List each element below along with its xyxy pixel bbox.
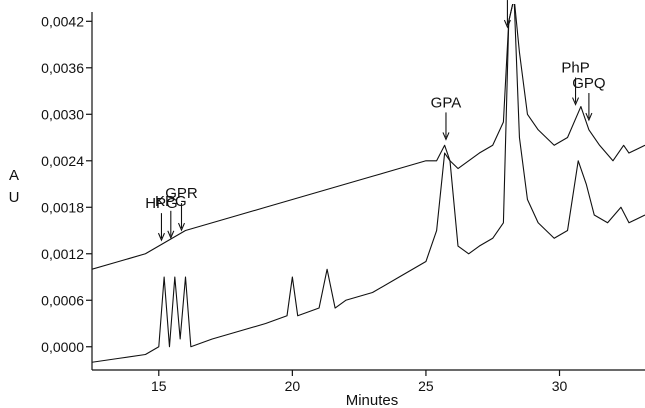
axes <box>91 12 645 371</box>
trace-line-1 <box>92 4 645 363</box>
x-tick-label: 25 <box>418 378 434 394</box>
x-tick-label: 30 <box>552 378 568 394</box>
y-tick-label: 0,0030 <box>41 106 84 122</box>
y-tick-label: 0,0042 <box>41 13 84 29</box>
peak-label-text: KPG <box>155 193 187 210</box>
x-tick-label: 20 <box>285 378 301 394</box>
peak-label-text: GPQ <box>572 75 605 92</box>
peak-arrow-head <box>157 232 165 242</box>
peak-arrow-head <box>442 132 450 141</box>
traces <box>92 4 645 363</box>
peak-arrow-head <box>177 222 186 232</box>
peak-label-text: PhP <box>561 60 589 77</box>
trace-line-2 <box>92 4 645 270</box>
y-axis-title-line2: U <box>9 189 20 206</box>
x-axis-ticks: 15 20 25 30 <box>151 370 568 394</box>
peak-arrow-head <box>572 97 580 106</box>
y-axis-ticks: 0,0000 0,0006 0,0012 0,0018 0,0024 0,0030 0,00… <box>41 13 92 355</box>
peak-label-text: GPR <box>165 185 198 202</box>
peak-arrow-head <box>167 230 175 240</box>
peak-arrow-head <box>585 112 593 122</box>
peak-label-text: GPA <box>431 94 462 111</box>
peak-labels: HPGKPGGPRGPANPGPhPGPQ <box>145 0 606 242</box>
y-tick-label: 0,0006 <box>41 292 84 308</box>
y-axis-title-line1: A <box>9 167 19 184</box>
y-tick-label: 0,0024 <box>41 153 84 169</box>
peak-label-text: HPG <box>145 195 178 212</box>
peak-arrow-head <box>503 19 511 29</box>
y-tick-label: 0,0000 <box>41 339 84 355</box>
x-axis-title: Minutes <box>346 392 399 408</box>
y-tick-label: 0,0018 <box>41 199 84 215</box>
y-tick-label: 0,0012 <box>41 246 84 262</box>
y-tick-label: 0,0036 <box>41 60 84 76</box>
x-tick-label: 15 <box>151 378 167 394</box>
